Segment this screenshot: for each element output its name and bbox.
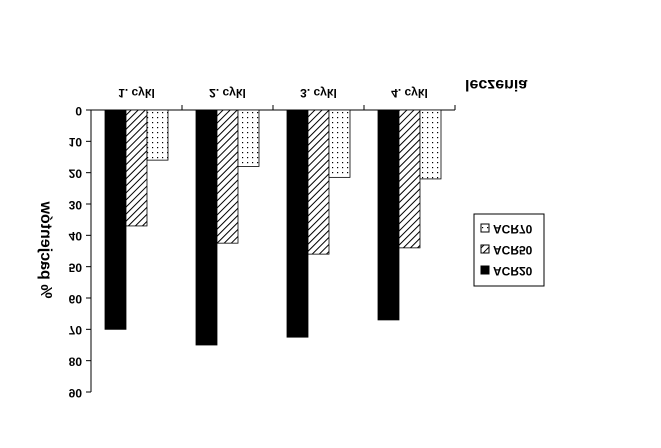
bar xyxy=(146,109,169,161)
y-tick-label: 80 xyxy=(69,354,83,368)
bar xyxy=(237,109,260,167)
y-axis-label: % pacjentów xyxy=(37,201,54,298)
bar xyxy=(286,109,309,338)
legend-label: ACR70 xyxy=(493,222,533,236)
bar xyxy=(195,109,218,346)
x-tick-label: 3. cykl xyxy=(300,86,337,100)
x-axis-label: leczenia xyxy=(465,76,527,93)
y-tick-label: 90 xyxy=(69,386,83,400)
legend-label: ACR20 xyxy=(493,264,533,278)
legend-swatch xyxy=(480,223,490,233)
x-tick-label: 4. cykl xyxy=(391,86,428,100)
y-tick-label: 20 xyxy=(69,166,83,180)
y-tick-label: 0 xyxy=(75,104,82,118)
x-tick-label: 2. cykl xyxy=(209,86,246,100)
bar xyxy=(104,109,127,330)
x-tick-label: 1. cykl xyxy=(118,86,155,100)
legend-swatch xyxy=(480,265,490,275)
bar xyxy=(328,109,351,178)
bar xyxy=(307,109,330,255)
bar xyxy=(398,109,421,249)
bar xyxy=(377,109,400,321)
y-tick-label: 10 xyxy=(69,135,83,149)
legend-label: ACR50 xyxy=(493,243,533,257)
legend-swatch xyxy=(480,244,490,254)
y-tick-label: 70 xyxy=(69,323,83,337)
y-tick-label: 40 xyxy=(69,229,83,243)
y-tick-label: 30 xyxy=(69,198,83,212)
bar xyxy=(216,109,239,244)
bar xyxy=(419,109,442,180)
y-tick-label: 60 xyxy=(69,292,83,306)
y-tick-label: 50 xyxy=(69,260,83,274)
bar xyxy=(125,109,148,227)
